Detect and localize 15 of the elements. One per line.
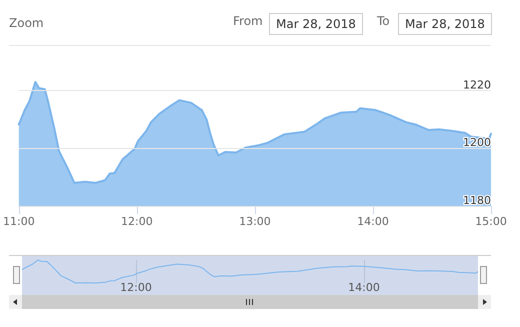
x-tick-label: 14:00 [348,281,380,294]
x-tick-label: 14:00 [357,215,389,228]
text: Zoom [9,16,44,30]
y-tick-label: 1180 [463,194,491,207]
x-tick-label: 11:00 [3,215,35,228]
text: To [377,14,390,28]
text: From [233,14,263,28]
x-tick-label: 12:00 [120,281,152,294]
x-tick-label: 15:00 [475,215,507,228]
x-tick-label: 12:00 [121,215,153,228]
y-tick-label: 1200 [463,136,491,150]
x-tick-label: 13:00 [239,215,271,228]
text: Mar 28, 2018 [398,13,492,35]
y-tick-label: 1220 [463,78,491,92]
text: Mar 28, 2018 [269,13,363,35]
